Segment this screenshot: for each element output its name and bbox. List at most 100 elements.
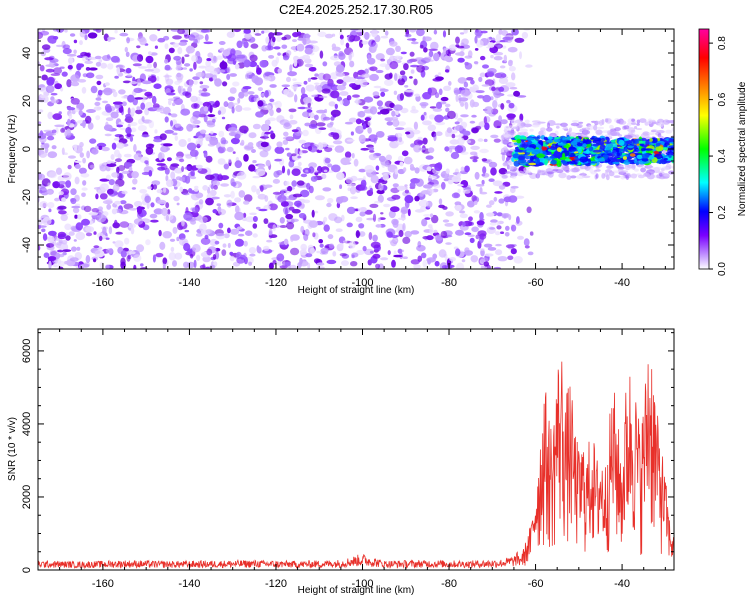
noise-speckle (480, 55, 486, 61)
x-tick-label: -120 (265, 578, 287, 590)
noise-speckle (231, 181, 237, 187)
signal-halo-speck (555, 125, 560, 129)
signal-band (500, 118, 674, 181)
noise-speckle (526, 206, 532, 214)
noise-speckle (496, 212, 503, 217)
noise-speckle (64, 223, 72, 231)
signal-band-blob (513, 160, 520, 167)
noise-speckle (112, 241, 116, 244)
noise-speckle (285, 50, 292, 57)
noise-speckle (316, 262, 325, 266)
noise-speckle (322, 73, 331, 81)
noise-speckle (174, 135, 178, 142)
signal-halo-speck (617, 134, 623, 137)
noise-speckle (421, 218, 428, 227)
noise-speckle (181, 166, 185, 172)
noise-speckle (413, 139, 424, 146)
noise-speckle (85, 115, 92, 124)
signal-halo-speck (642, 172, 650, 177)
signal-halo-speck (546, 171, 555, 175)
noise-speckle (229, 255, 235, 262)
noise-speckle (118, 89, 126, 95)
noise-speckle (68, 113, 73, 120)
noise-speckle (366, 217, 375, 221)
noise-speckle (245, 230, 253, 236)
noise-speckle (162, 263, 166, 269)
noise-speckle (248, 247, 257, 254)
signal-halo-speck (554, 123, 562, 126)
noise-speckle (262, 106, 268, 111)
noise-speckle (311, 209, 315, 218)
noise-speckle (491, 86, 496, 92)
noise-speckle (74, 107, 80, 113)
noise-speckle (472, 196, 480, 203)
noise-speckle (184, 91, 192, 98)
noise-speckle (112, 183, 120, 192)
noise-speckle (428, 114, 436, 120)
noise-speckle (46, 243, 54, 248)
noise-speckle (164, 116, 169, 123)
noise-speckle (124, 46, 128, 53)
noise-speckle (469, 151, 478, 156)
noise-speckle (358, 231, 366, 237)
noise-speckle (455, 94, 459, 102)
noise-speckle (214, 78, 222, 87)
noise-speckle (474, 48, 479, 51)
noise-speckle (181, 56, 185, 64)
noise-speckle (454, 52, 465, 56)
noise-speckle (95, 74, 104, 80)
signal-halo-speck (546, 127, 553, 132)
noise-speckle (464, 250, 473, 256)
noise-speckle (480, 248, 485, 251)
signal-halo-speck (620, 175, 626, 180)
noise-speckle (47, 202, 55, 209)
noise-speckle (355, 97, 360, 105)
noise-speckle (456, 137, 465, 146)
noise-speckle (402, 223, 406, 232)
signal-halo-speck (671, 127, 674, 132)
noise-speckle (76, 63, 82, 71)
noise-speckle (153, 61, 158, 69)
noise-speckle (371, 29, 378, 38)
noise-speckle (178, 41, 188, 46)
noise-speckle (168, 252, 176, 261)
noise-speckle (330, 90, 340, 99)
noise-speckle (77, 79, 87, 83)
noise-speckle (466, 77, 474, 81)
signal-halo-speck (579, 165, 589, 170)
noise-speckle (364, 117, 371, 122)
noise-speckle (185, 154, 193, 159)
noise-speckle (111, 142, 117, 150)
noise-speckle (454, 204, 462, 211)
noise-speckle (284, 261, 291, 267)
noise-speckle (227, 227, 231, 234)
noise-speckle (397, 185, 406, 191)
noise-speckle (492, 180, 503, 187)
signal-halo-speck (644, 121, 649, 126)
noise-speckle (158, 152, 163, 161)
noise-speckle (126, 255, 131, 262)
noise-speckle (125, 113, 132, 120)
signal-band-blob (529, 155, 534, 162)
noise-speckle (346, 183, 356, 187)
noise-speckle (93, 29, 100, 32)
signal-halo-speck (565, 169, 570, 173)
noise-speckle (182, 88, 186, 92)
noise-speckle (392, 183, 399, 188)
noise-speckle (327, 197, 334, 204)
noise-speckle (165, 202, 170, 209)
noise-speckle (273, 170, 280, 178)
noise-speckle (97, 189, 101, 195)
noise-speckle (53, 262, 58, 268)
noise-speckle (296, 43, 305, 52)
noise-speckle (234, 160, 242, 169)
noise-speckle (375, 53, 385, 61)
noise-speckle (64, 29, 68, 33)
signal-halo-speck (665, 129, 673, 134)
noise-speckle (442, 219, 450, 223)
noise-speckle (496, 220, 500, 226)
noise-speckle (159, 133, 167, 141)
noise-speckle (314, 170, 319, 173)
noise-speckle (172, 132, 178, 136)
noise-speckle (498, 29, 503, 35)
